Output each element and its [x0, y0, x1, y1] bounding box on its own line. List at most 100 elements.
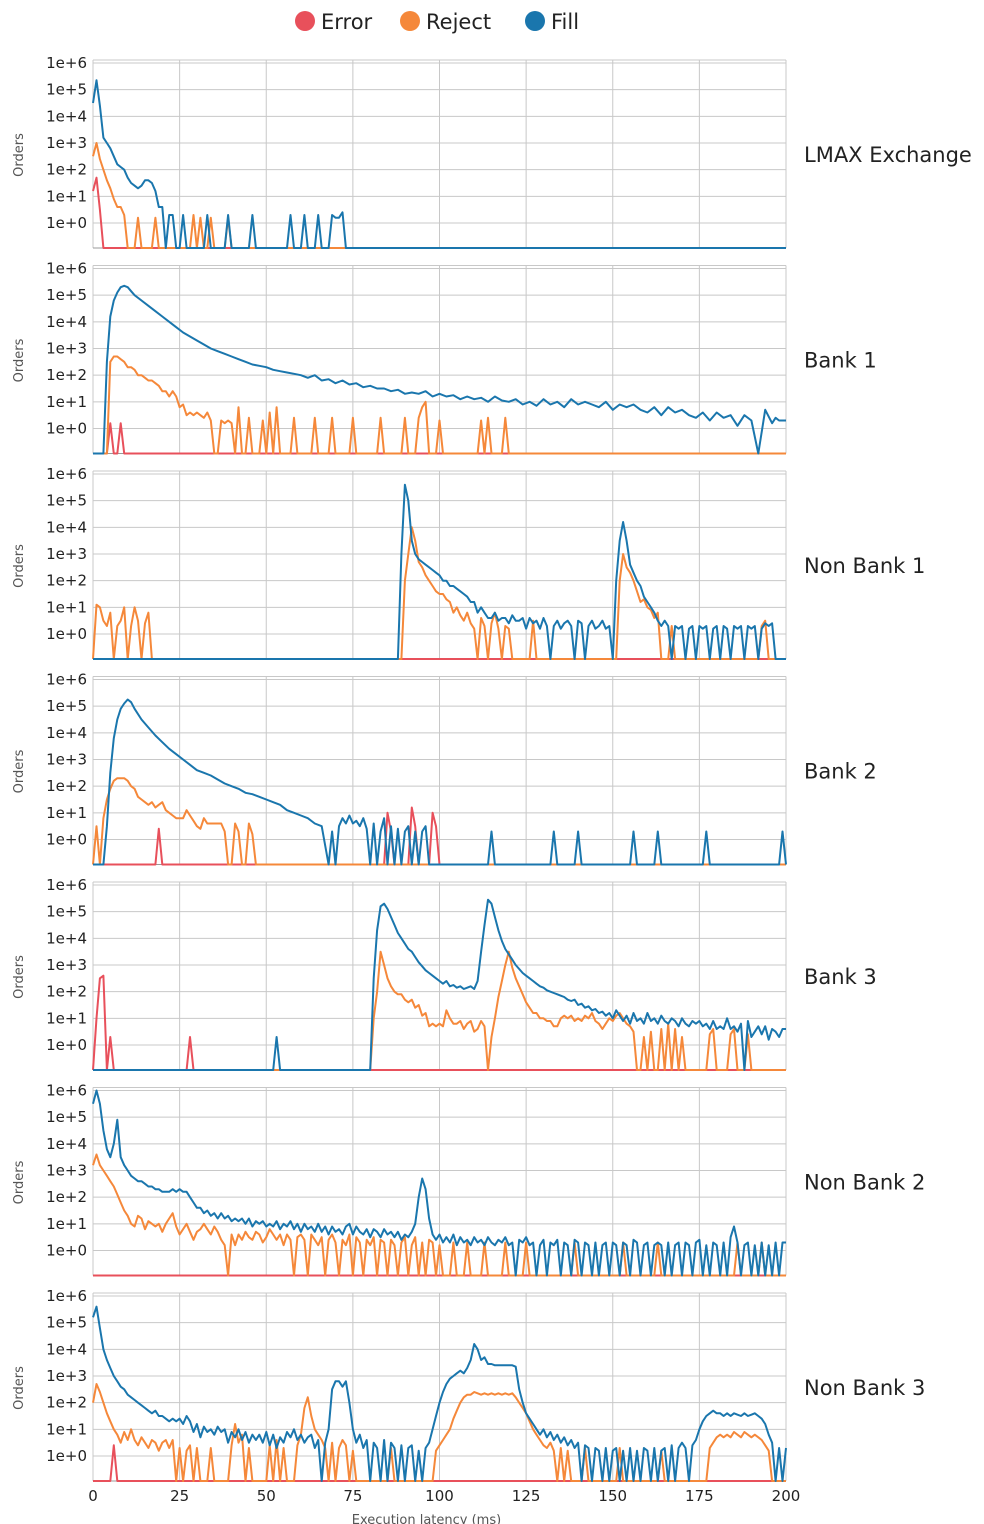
series-line-reject [92, 526, 786, 660]
y-tick-label: 1e+5 [46, 903, 87, 921]
y-axis-label: Orders [12, 955, 27, 999]
y-tick-label: 1e+6 [46, 1082, 87, 1100]
y-tick-label: 1e+2 [46, 1394, 87, 1412]
x-tick-label: 150 [598, 1487, 627, 1505]
series-line-reject [92, 1383, 786, 1482]
y-tick-label: 1e+0 [46, 420, 87, 438]
x-tick-label: 100 [425, 1487, 454, 1505]
legend-label-fill: Fill [551, 10, 579, 34]
series-line-reject [93, 355, 786, 455]
y-axis-label: Orders [12, 133, 27, 177]
y-axis-label: Orders [12, 1366, 27, 1410]
legend: Error Reject Fill [295, 10, 579, 34]
y-tick-label: 1e+1 [46, 1009, 87, 1027]
legend-item-fill: Fill [525, 10, 579, 34]
y-tick-label: 1e+6 [46, 465, 87, 483]
series-line-fill [92, 1089, 786, 1277]
panel-label: Non Bank 3 [804, 1376, 925, 1400]
y-tick-label: 1e+3 [46, 956, 87, 974]
y-tick-label: 1e+3 [46, 1367, 87, 1385]
series-line-fill [92, 1305, 787, 1482]
x-tick-label: 75 [343, 1487, 362, 1505]
series-line-fill [93, 898, 786, 1071]
x-tick-label: 200 [772, 1487, 801, 1505]
panel-label: Bank 2 [804, 760, 877, 784]
y-tick-label: 1e+2 [46, 1188, 87, 1206]
series-line-fill [93, 698, 787, 866]
series-line-fill [93, 284, 786, 455]
y-tick-label: 1e+2 [46, 777, 87, 795]
series-line-reject [92, 142, 786, 249]
y-tick-label: 1e+1 [46, 1215, 87, 1233]
panel-bank-1: 1e+0 1e+1 1e+2 1e+3 1e+4 1e+5 1e+6 Orders Bank 1 [12, 260, 877, 455]
y-tick-label: 1e+0 [46, 1447, 87, 1465]
y-tick-label: 1e+4 [46, 724, 87, 742]
panel-label: Non Bank 2 [804, 1171, 925, 1195]
panel-non-bank-2: 1e+0 1e+1 1e+2 1e+3 1e+4 1e+5 1e+6 Orders Non Ba… [12, 1082, 925, 1277]
series-line-reject [92, 1153, 786, 1277]
x-tick-label: 0 [88, 1487, 98, 1505]
panel-bank-3: 1e+0 1e+1 1e+2 1e+3 1e+4 1e+5 1e+6 Orders Bank 3 [12, 876, 877, 1071]
grid [92, 676, 787, 865]
y-tick-label: 1e+5 [46, 286, 87, 304]
y-tick-label: 1e+6 [46, 260, 87, 278]
x-axis: 0 25 50 75 100 125 150 175 200 Execution latency … [88, 1487, 800, 1524]
x-tick-label: 175 [685, 1487, 714, 1505]
series-line-fill [93, 483, 786, 660]
y-tick-label: 1e+2 [46, 161, 87, 179]
y-tick-label: 1e+2 [46, 983, 87, 1001]
y-tick-label: 1e+4 [46, 518, 87, 536]
grid [92, 59, 787, 249]
y-tick-label: 1e+0 [46, 214, 87, 232]
panel-label: LMAX Exchange [804, 143, 972, 167]
y-tick-label: 1e+4 [46, 929, 87, 947]
panel-label: Bank 3 [804, 965, 877, 989]
y-axis-label: Orders [12, 1160, 27, 1204]
y-tick-label: 1e+4 [46, 1135, 87, 1153]
y-tick-label: 1e+1 [46, 598, 87, 616]
y-tick-label: 1e+2 [46, 366, 87, 384]
legend-label-reject: Reject [426, 10, 491, 34]
y-tick-label: 1e+6 [46, 876, 87, 894]
series-line-reject [92, 777, 786, 866]
legend-item-reject: Reject [400, 10, 491, 34]
y-tick-label: 1e+2 [46, 572, 87, 590]
y-tick-label: 1e+4 [46, 313, 87, 331]
panel-lmax-exchange: 1e+0 1e+1 1e+2 1e+3 1e+4 1e+5 1e+6 Orders LMAX E… [12, 54, 972, 249]
panel-bank-2: 1e+0 1e+1 1e+2 1e+3 1e+4 1e+5 1e+6 Orders Bank 2 [12, 671, 877, 866]
y-tick-label: 1e+0 [46, 1036, 87, 1054]
legend-marker-reject [400, 11, 420, 31]
y-tick-label: 1e+3 [46, 340, 87, 358]
x-tick-label: 50 [257, 1487, 276, 1505]
panel-non-bank-1: 1e+0 1e+1 1e+2 1e+3 1e+4 1e+5 1e+6 Orders Non Ba… [12, 465, 925, 660]
y-axis-label: Orders [12, 749, 27, 793]
y-tick-label: 1e+4 [46, 1340, 87, 1358]
y-tick-label: 1e+4 [46, 107, 87, 125]
series-line-fill [92, 79, 786, 249]
y-tick-label: 1e+3 [46, 751, 87, 769]
y-tick-label: 1e+5 [46, 697, 87, 715]
x-tick-label: 125 [512, 1487, 541, 1505]
y-tick-label: 1e+3 [46, 545, 87, 563]
panel-non-bank-3: 1e+0 1e+1 1e+2 1e+3 1e+4 1e+5 1e+6 Orders Non Ba… [12, 1287, 925, 1482]
y-axis-label: Orders [12, 338, 27, 382]
panel-label: Bank 1 [804, 349, 877, 373]
panel-label: Non Bank 1 [804, 554, 925, 578]
series-line-error [93, 1444, 786, 1482]
y-tick-label: 1e+6 [46, 671, 87, 689]
y-tick-label: 1e+5 [46, 81, 87, 99]
y-tick-label: 1e+5 [46, 1108, 87, 1126]
legend-marker-error [295, 11, 315, 31]
y-tick-label: 1e+1 [46, 1420, 87, 1438]
x-axis-label: Execution latency (ms) [352, 1513, 501, 1524]
y-tick-label: 1e+6 [46, 1287, 87, 1305]
y-tick-label: 1e+1 [46, 393, 87, 411]
y-tick-label: 1e+5 [46, 492, 87, 510]
y-tick-label: 1e+0 [46, 625, 87, 643]
y-tick-label: 1e+0 [46, 831, 87, 849]
chart-panels: 1e+0 1e+1 1e+2 1e+3 1e+4 1e+5 1e+6 Orders LMAX E… [12, 54, 972, 1482]
x-tick-label: 25 [170, 1487, 189, 1505]
y-tick-label: 1e+3 [46, 1162, 87, 1180]
y-axis-label: Orders [12, 544, 27, 588]
